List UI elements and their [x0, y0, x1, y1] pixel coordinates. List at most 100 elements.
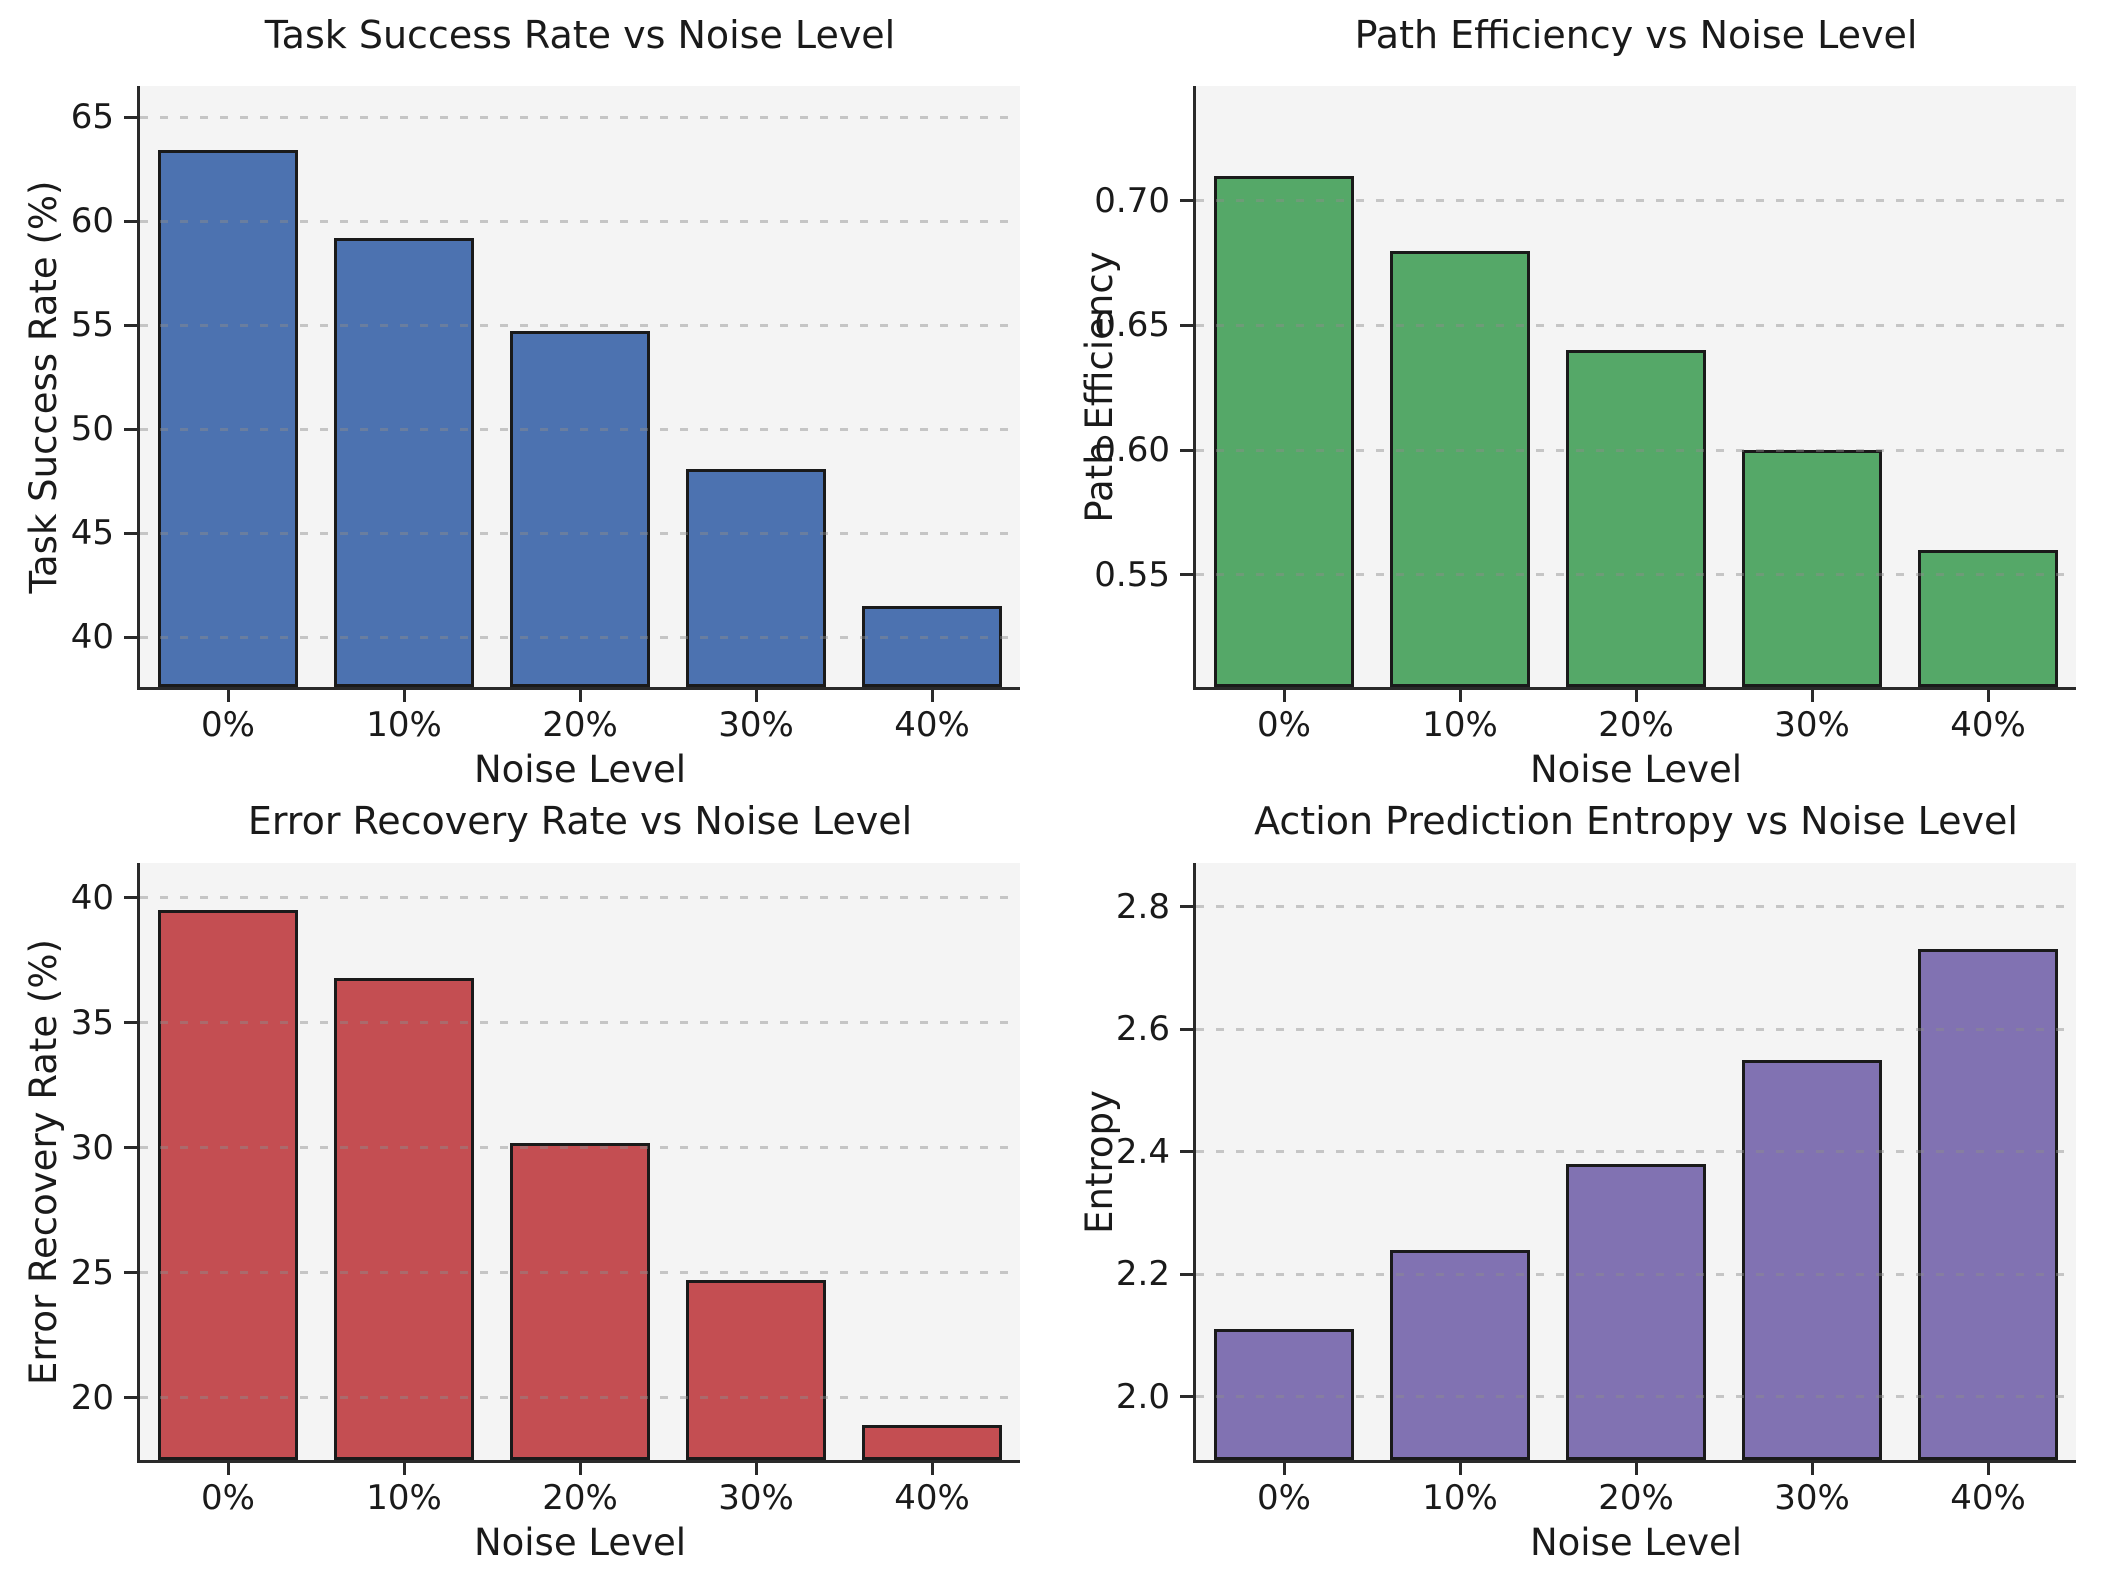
x-tick-mark: [1282, 690, 1286, 702]
x-tick-label: 30%: [718, 705, 794, 745]
y-tick-mark: [124, 115, 137, 119]
y-tick-label: 35: [70, 1002, 114, 1043]
x-tick-label: 0%: [201, 705, 255, 745]
y-tick-mark: [1180, 1272, 1193, 1276]
bar-40%: [861, 1425, 1003, 1460]
x-tick-mark: [578, 690, 582, 702]
y-tick-label: 0.55: [1094, 554, 1170, 595]
x-axis-label: Noise Level: [473, 1521, 687, 1564]
x-tick-mark: [754, 690, 758, 702]
x-tick-mark: [226, 1463, 230, 1475]
x-tick-mark: [1458, 1463, 1462, 1475]
x-axis-label: Noise Level: [473, 748, 687, 791]
x-tick-mark: [578, 1463, 582, 1475]
x-tick-label: 0%: [201, 1478, 255, 1518]
plot-area: [1196, 863, 2076, 1460]
y-tick-label: 20: [70, 1377, 114, 1418]
gridline: [140, 1396, 1020, 1400]
y-tick-label: 2.6: [1115, 1009, 1170, 1050]
x-tick-mark: [930, 690, 934, 702]
x-tick-label: 10%: [366, 705, 442, 745]
left-spine: [1193, 863, 1196, 1463]
y-tick-label: 30: [70, 1127, 114, 1168]
x-tick-label: 0%: [1257, 705, 1311, 745]
x-tick-label: 0%: [1257, 1478, 1311, 1518]
y-tick-label: 0.60: [1094, 430, 1170, 471]
x-tick-label: 20%: [1598, 705, 1674, 745]
y-tick-label: 2.8: [1115, 886, 1170, 927]
x-tick-mark: [402, 1463, 406, 1475]
bar-10%: [333, 977, 475, 1460]
y-tick-mark: [124, 1021, 137, 1025]
x-tick-label: 10%: [366, 1478, 442, 1518]
bar-0%: [157, 910, 299, 1460]
x-axis-label: Noise Level: [1529, 748, 1743, 791]
bar-30%: [685, 468, 827, 687]
gridline: [1196, 905, 2076, 909]
left-spine: [137, 863, 140, 1463]
x-tick-mark: [1634, 1463, 1638, 1475]
bar-20%: [1565, 1163, 1707, 1460]
plot-area: [140, 863, 1020, 1460]
x-tick-mark: [1986, 690, 1990, 702]
bar-20%: [509, 1142, 651, 1460]
gridline: [1196, 1272, 2076, 1276]
bar-10%: [1389, 1249, 1531, 1460]
y-tick-label: 2.4: [1115, 1131, 1170, 1172]
chart-title: Action Prediction Entropy vs Noise Level: [1254, 799, 2018, 843]
y-tick-mark: [1180, 448, 1193, 452]
y-axis-label: Entropy: [1078, 1089, 1121, 1234]
gridline: [1196, 1150, 2076, 1154]
y-tick-mark: [1180, 573, 1193, 577]
x-tick-label: 10%: [1422, 1478, 1498, 1518]
y-tick-mark: [124, 427, 137, 431]
x-tick-mark: [1810, 1463, 1814, 1475]
y-axis-label: Error Recovery Rate (%): [22, 938, 65, 1385]
bar-20%: [509, 331, 651, 687]
y-tick-mark: [124, 896, 137, 900]
bar-10%: [1389, 250, 1531, 687]
y-tick-label: 40: [70, 617, 114, 658]
bar-40%: [1917, 549, 2059, 687]
chart-title: Task Success Rate vs Noise Level: [264, 13, 896, 57]
y-tick-mark: [124, 1396, 137, 1400]
x-tick-mark: [1986, 1463, 1990, 1475]
gridline: [140, 115, 1020, 119]
x-tick-label: 30%: [718, 1478, 794, 1518]
bar-30%: [1741, 450, 1883, 687]
chart-cell-error-recovery-rate: Error Recovery Rate vs Noise Level 20 25 30…: [0, 790, 1053, 1580]
y-tick-mark: [1180, 323, 1193, 327]
y-tick-mark: [1180, 1395, 1193, 1399]
x-tick-mark: [1458, 690, 1462, 702]
x-tick-label: 40%: [894, 1478, 970, 1518]
gridline: [1196, 323, 2076, 327]
x-tick-mark: [1282, 1463, 1286, 1475]
bar-10%: [333, 237, 475, 687]
gridline: [140, 1021, 1020, 1025]
bar-40%: [861, 605, 1003, 687]
bottom-spine: [137, 687, 1020, 690]
gridline: [140, 219, 1020, 223]
bar-0%: [157, 150, 299, 687]
x-tick-label: 30%: [1774, 705, 1850, 745]
x-tick-label: 20%: [1598, 1478, 1674, 1518]
y-tick-label: 25: [70, 1252, 114, 1293]
left-spine: [137, 86, 140, 690]
x-tick-mark: [930, 1463, 934, 1475]
bar-30%: [1741, 1059, 1883, 1460]
x-tick-label: 20%: [542, 705, 618, 745]
gridline: [140, 531, 1020, 535]
x-axis-label: Noise Level: [1529, 1521, 1743, 1564]
plot-area: [140, 86, 1020, 687]
y-tick-label: 2.0: [1115, 1376, 1170, 1417]
x-tick-label: 40%: [894, 705, 970, 745]
x-tick-label: 40%: [1950, 1478, 2026, 1518]
gridline: [1196, 448, 2076, 452]
x-tick-label: 40%: [1950, 705, 2026, 745]
chart-title: Error Recovery Rate vs Noise Level: [247, 799, 913, 843]
gridline: [140, 1271, 1020, 1275]
bottom-spine: [1193, 1460, 2076, 1463]
y-tick-mark: [1180, 1027, 1193, 1031]
bar-40%: [1917, 949, 2059, 1460]
